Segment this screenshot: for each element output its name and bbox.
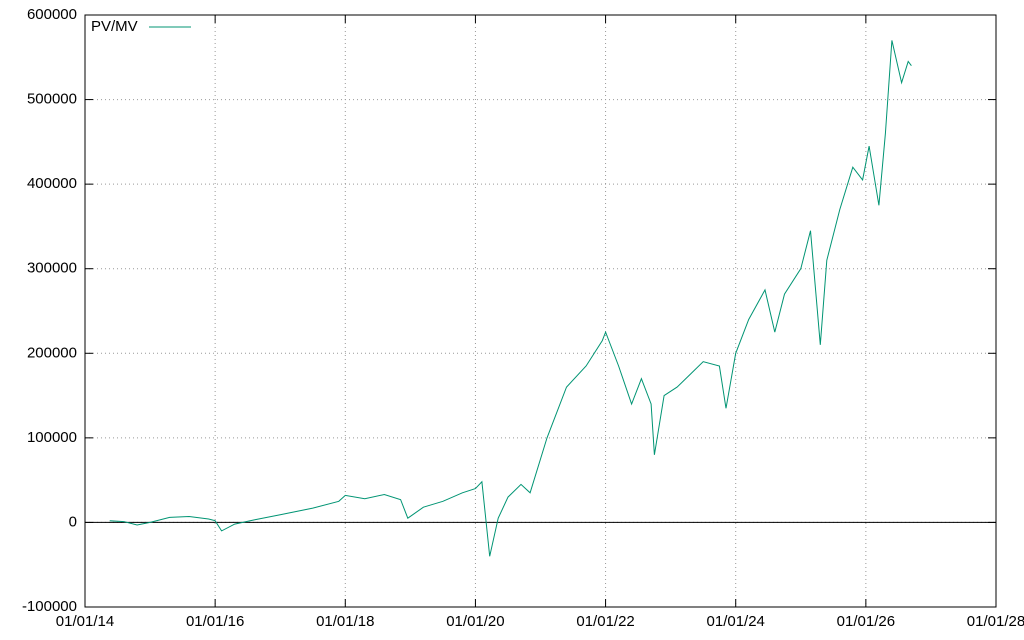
y-tick-label: 200000 [27,344,77,361]
y-tick-label: 500000 [27,91,77,108]
x-tick-label: 01/01/14 [56,613,114,630]
x-tick-label: 01/01/28 [967,613,1024,630]
y-tick-label: 400000 [27,175,77,192]
data-line [109,40,912,557]
x-tick-label: 01/01/24 [707,613,765,630]
y-tick-label: 300000 [27,260,77,277]
y-tick-label: 0 [69,513,77,530]
legend-label: PV/MV [91,18,138,35]
x-tick-label: 01/01/26 [837,613,895,630]
y-tick-label: 100000 [27,429,77,446]
x-tick-label: 01/01/18 [316,613,374,630]
x-tick-label: 01/01/20 [446,613,504,630]
y-tick-label: 600000 [27,6,77,23]
plot-border [84,14,997,608]
x-tick-label: 01/01/22 [576,613,634,630]
x-tick-label: 01/01/16 [186,613,244,630]
y-tick-label: -100000 [22,598,77,615]
